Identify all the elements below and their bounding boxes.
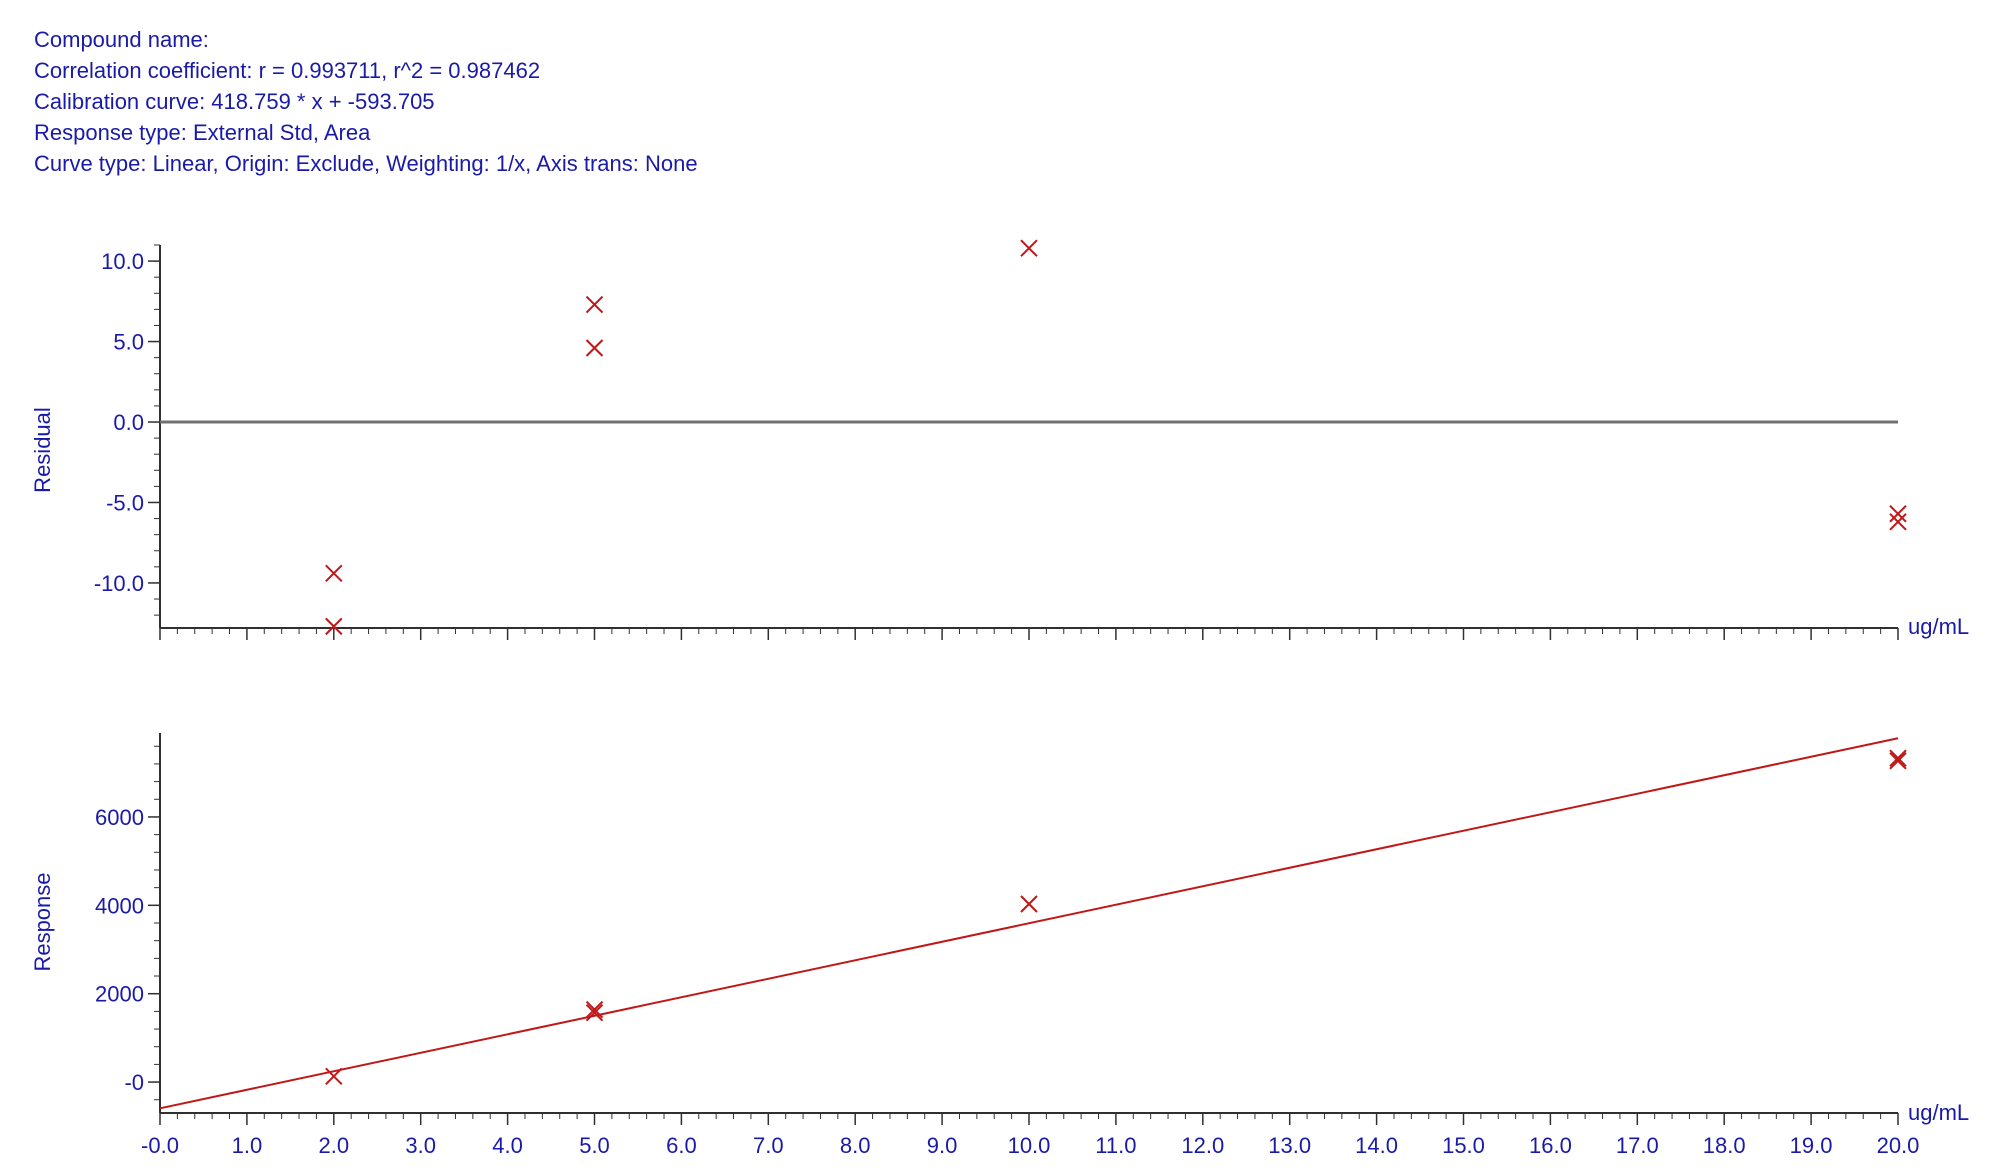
y-tick-label: -5.0 bbox=[106, 490, 144, 515]
x-tick-label: 13.0 bbox=[1268, 1133, 1311, 1158]
x-tick-label: 10.0 bbox=[1008, 1133, 1051, 1158]
x-tick-label: 2.0 bbox=[319, 1133, 350, 1158]
x-tick-label: 18.0 bbox=[1703, 1133, 1746, 1158]
calibration-fit-line bbox=[159, 737, 1899, 1110]
y-tick-label: 10.0 bbox=[101, 249, 144, 274]
data-point-marker bbox=[325, 1067, 343, 1086]
data-point-marker bbox=[585, 295, 604, 314]
calibration-header: Compound name: Correlation coefficient: … bbox=[34, 24, 698, 179]
marker-stroke bbox=[325, 564, 343, 582]
x-tick-label: 11.0 bbox=[1095, 1133, 1136, 1158]
x-tick-label: 12.0 bbox=[1181, 1133, 1224, 1158]
compound-name: Compound name: bbox=[34, 27, 209, 52]
x-tick-label: 5.0 bbox=[579, 1133, 610, 1158]
x-tick-label: -0.0 bbox=[141, 1133, 179, 1158]
x-units-label: ug/mL bbox=[1908, 614, 1969, 639]
data-point-marker bbox=[1889, 505, 1907, 523]
marker-stroke bbox=[1889, 513, 1907, 531]
x-tick-label: 15.0 bbox=[1442, 1133, 1485, 1158]
y-tick-label: 5.0 bbox=[113, 330, 144, 355]
curve-type: Curve type: Linear, Origin: Exclude, Wei… bbox=[34, 151, 698, 176]
data-point-marker bbox=[1889, 752, 1907, 770]
y-axis-label: Response bbox=[30, 872, 55, 971]
marker-stroke bbox=[585, 295, 604, 314]
data-point-marker bbox=[1020, 239, 1038, 257]
x-tick-label: 4.0 bbox=[492, 1133, 523, 1158]
marker-stroke bbox=[1889, 752, 1907, 770]
data-point-marker bbox=[585, 1003, 604, 1022]
data-point-marker bbox=[325, 617, 343, 636]
y-axis-label: Residual bbox=[30, 407, 55, 493]
y-tick-label: -10.0 bbox=[94, 571, 144, 596]
marker-stroke bbox=[1020, 239, 1038, 257]
y-tick-label: 0.0 bbox=[113, 410, 144, 435]
y-tick-label: 4000 bbox=[95, 893, 144, 918]
x-tick-label: 16.0 bbox=[1529, 1133, 1572, 1158]
x-units-label: ug/mL bbox=[1908, 1100, 1969, 1125]
marker-stroke bbox=[325, 617, 343, 636]
marker-stroke bbox=[1020, 895, 1038, 913]
x-tick-label: 19.0 bbox=[1790, 1133, 1833, 1158]
data-point-marker bbox=[585, 1000, 604, 1019]
x-tick-label: 6.0 bbox=[666, 1133, 697, 1158]
data-point-marker bbox=[585, 339, 604, 357]
x-tick-label: 20.0 bbox=[1877, 1133, 1920, 1158]
marker-stroke bbox=[585, 1003, 604, 1022]
x-tick-label: 3.0 bbox=[405, 1133, 436, 1158]
marker-stroke bbox=[1889, 749, 1907, 767]
marker-stroke bbox=[585, 339, 604, 357]
x-tick-label: 1.0 bbox=[232, 1133, 263, 1158]
x-tick-label: 9.0 bbox=[927, 1133, 958, 1158]
y-tick-label: 2000 bbox=[95, 982, 144, 1007]
marker-stroke bbox=[1889, 505, 1907, 523]
calibration-curve: Calibration curve: 418.759 * x + -593.70… bbox=[34, 89, 435, 114]
data-point-marker bbox=[325, 564, 343, 582]
x-tick-label: 14.0 bbox=[1355, 1133, 1398, 1158]
data-point-marker bbox=[1889, 513, 1907, 531]
response-type: Response type: External Std, Area bbox=[34, 120, 371, 145]
marker-stroke bbox=[325, 1067, 343, 1086]
x-tick-label: 8.0 bbox=[840, 1133, 871, 1158]
correlation-coefficient: Correlation coefficient: r = 0.993711, r… bbox=[34, 58, 541, 83]
residual-plot: 10.0 5.0 0.0 -5.0 -10.0 Residual ug/mL bbox=[30, 239, 1969, 640]
data-point-marker bbox=[1020, 895, 1038, 913]
marker-stroke bbox=[585, 1000, 604, 1019]
response-plot: 6000 4000 2000 -0 -0.0 1.0 2.0 3.0 4.0 5.0 6.0 7.0 8… bbox=[30, 733, 1969, 1158]
y-tick-label: -0 bbox=[124, 1070, 144, 1095]
data-point-marker bbox=[1889, 749, 1907, 767]
x-tick-label: 7.0 bbox=[753, 1133, 784, 1158]
y-tick-label: 6000 bbox=[95, 805, 144, 830]
x-tick-label: 17.0 bbox=[1616, 1133, 1659, 1158]
